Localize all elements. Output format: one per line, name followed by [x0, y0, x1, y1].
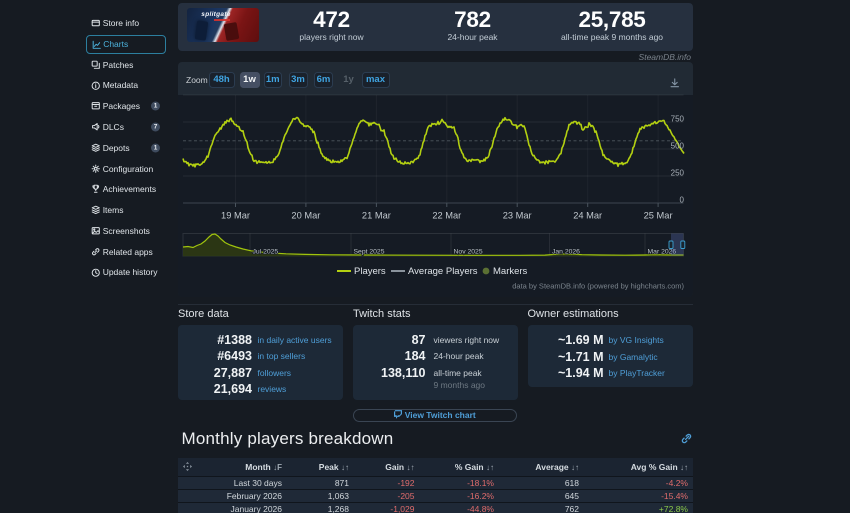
svg-text:21 Mar: 21 Mar — [362, 211, 391, 221]
svg-text:750: 750 — [671, 115, 685, 124]
svg-text:250: 250 — [671, 169, 685, 178]
svg-text:23 Mar: 23 Mar — [503, 211, 532, 221]
svg-text:0: 0 — [680, 196, 685, 205]
svg-text:500: 500 — [671, 142, 685, 151]
svg-text:24 Mar: 24 Mar — [573, 211, 602, 221]
svg-text:Sept 2025: Sept 2025 — [354, 249, 385, 256]
svg-text:Players: Players — [354, 266, 386, 277]
svg-text:Mar 2026: Mar 2026 — [648, 249, 677, 256]
svg-text:25 Mar: 25 Mar — [644, 211, 673, 221]
svg-text:19 Mar: 19 Mar — [221, 211, 250, 221]
svg-text:Nov 2025: Nov 2025 — [454, 249, 483, 256]
svg-text:20 Mar: 20 Mar — [291, 211, 320, 221]
svg-text:Jan 2026: Jan 2026 — [552, 249, 580, 256]
svg-text:22 Mar: 22 Mar — [432, 211, 461, 221]
svg-text:Markers: Markers — [493, 266, 528, 277]
svg-text:Jul 2025: Jul 2025 — [253, 249, 279, 256]
svg-text:data by SteamDB.info (powered: data by SteamDB.info (powered by highcha… — [512, 282, 684, 291]
svg-text:Average Players: Average Players — [408, 266, 478, 277]
